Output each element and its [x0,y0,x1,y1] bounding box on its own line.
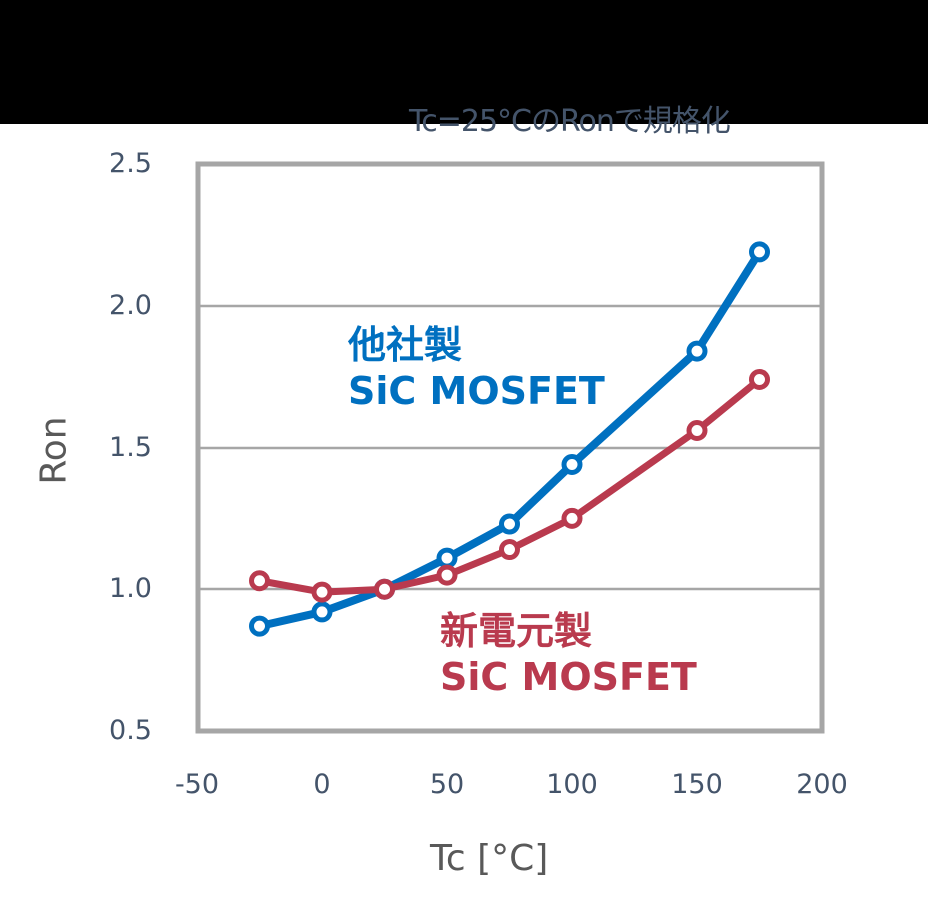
annotation-shindengen-line2: SiC MOSFET [440,655,697,699]
x-tick-50: 50 [429,769,465,800]
data-point-marker [686,340,708,362]
x-tick-200: 200 [796,769,848,800]
data-point-marker [749,241,770,263]
series-1 [249,368,770,603]
top-black-band [0,0,928,124]
y-tick-1.5: 1.5 [109,432,152,463]
y-tick-1.0: 1.0 [109,573,152,604]
data-point-marker [436,564,458,586]
annotation-competitor-line2: SiC MOSFET [348,369,605,413]
annotation-shindengen: 新電元製 SiC MOSFET [440,608,697,700]
y-tick-2.0: 2.0 [109,290,152,321]
chart-subtitle: Tc=25°CのRonで規格化 [409,104,731,139]
data-point-marker [249,570,270,592]
data-point-marker [499,539,520,561]
series-0 [249,241,770,637]
y-tick-0.5: 0.5 [109,715,152,746]
data-point-marker [374,578,395,600]
x-tick-minus50: -50 [174,769,220,800]
data-point-marker [311,601,333,623]
data-point-marker [436,547,458,569]
annotation-shindengen-line1: 新電元製 [440,609,593,653]
data-point-marker [561,507,583,529]
y-tick-2.5: 2.5 [109,148,152,179]
data-point-marker [249,615,270,637]
data-point-marker [686,419,708,441]
data-point-marker [749,368,770,390]
x-axis-label: Tc [°C] [430,838,549,879]
plot-frame [195,161,825,734]
x-tick-150: 150 [671,769,723,800]
data-point-marker [499,513,520,535]
annotation-competitor-line1: 他社製 [348,323,463,367]
data-point-marker [311,581,333,603]
series-lines [249,241,770,637]
annotation-competitor: 他社製 SiC MOSFET [348,322,605,414]
x-tick-0: 0 [313,769,331,800]
x-tick-100: 100 [546,769,598,800]
data-point-marker [561,454,583,476]
